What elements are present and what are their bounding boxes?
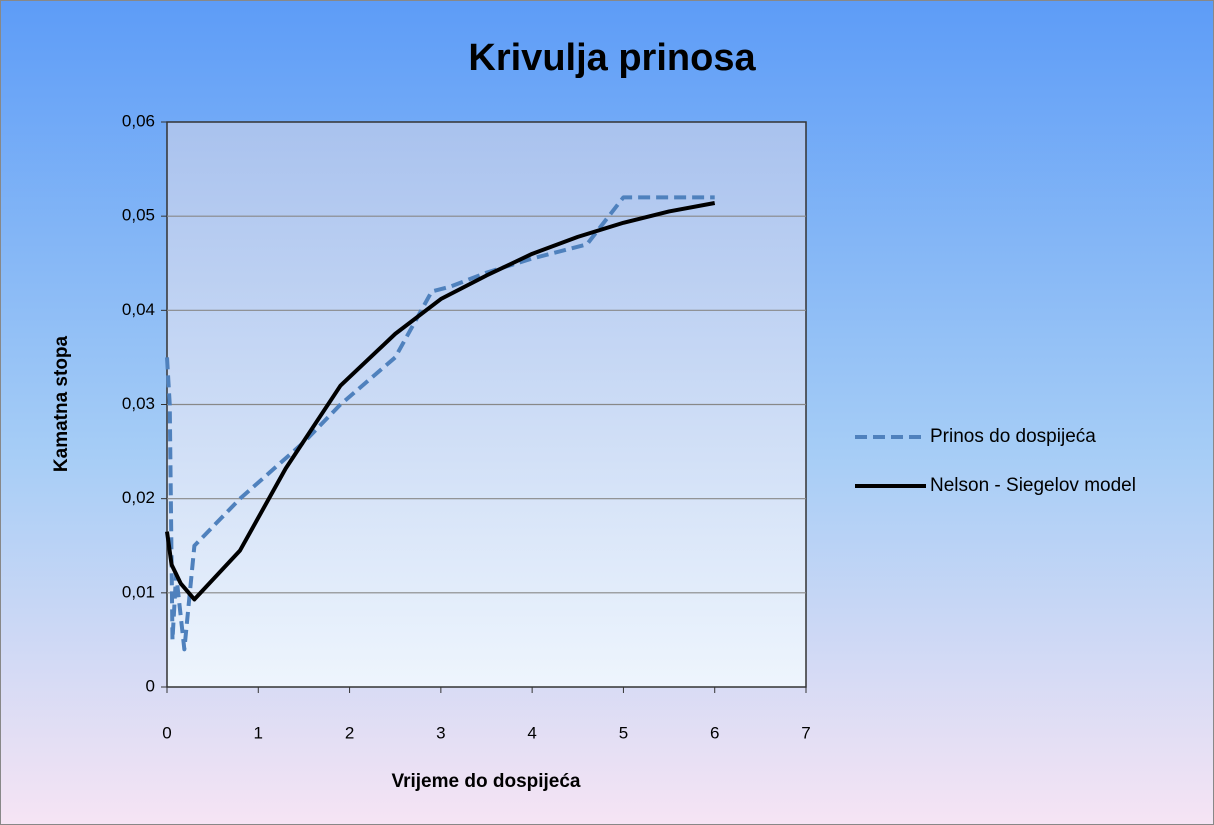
legend-label: Prinos do dospijeća xyxy=(930,426,1096,447)
y-tick-label: 0,01 xyxy=(122,582,155,601)
y-tick-label: 0,04 xyxy=(122,300,155,319)
x-tick-label: 3 xyxy=(436,723,445,742)
y-tick-label: 0,05 xyxy=(122,206,155,225)
y-tick-label: 0,03 xyxy=(122,394,155,413)
series-line xyxy=(165,195,715,652)
x-tick-label: 4 xyxy=(527,723,536,742)
x-tick-label: 0 xyxy=(162,723,171,742)
series-line xyxy=(165,201,716,602)
y-tick-label: 0,02 xyxy=(122,488,155,507)
chart-title: Krivulja prinosa xyxy=(468,37,756,79)
y-tick-label: 0,06 xyxy=(122,111,155,130)
x-tick-label: 1 xyxy=(254,723,263,742)
x-tick-label: 5 xyxy=(619,723,628,742)
y-tick-label: 0 xyxy=(146,676,155,695)
x-tick-label: 6 xyxy=(710,723,719,742)
y-axis-title: Kamatna stopa xyxy=(51,335,72,472)
legend-label: Nelson - Siegelov model xyxy=(930,475,1136,496)
x-axis-title: Vrijeme do dospijeća xyxy=(391,771,580,792)
x-tick-label: 7 xyxy=(801,723,810,742)
x-tick-label: 2 xyxy=(345,723,354,742)
